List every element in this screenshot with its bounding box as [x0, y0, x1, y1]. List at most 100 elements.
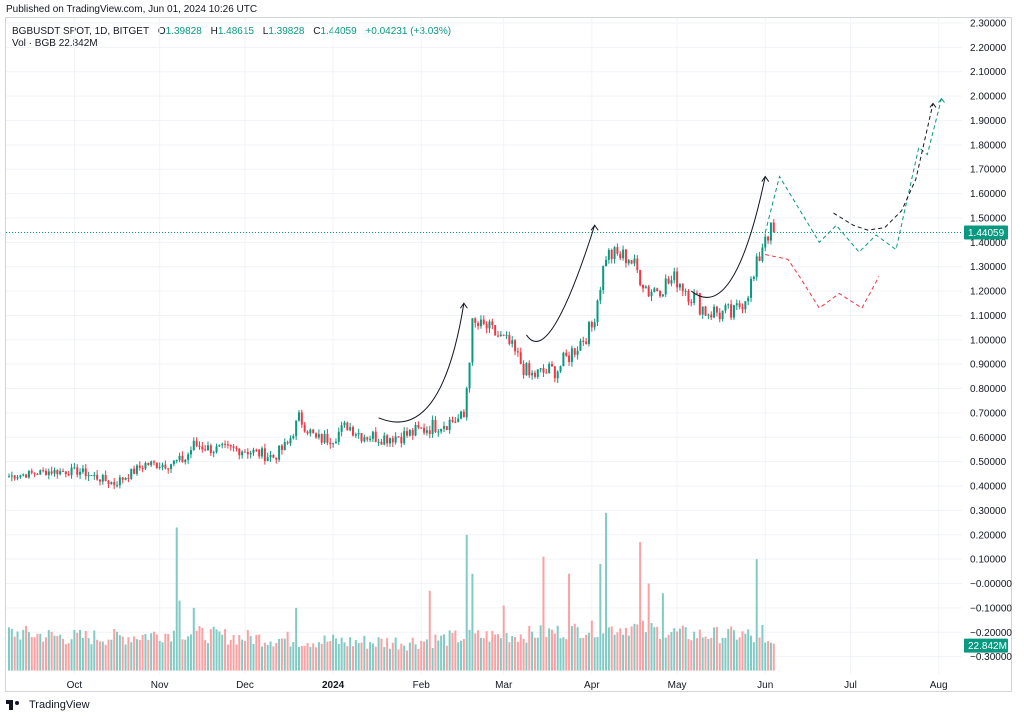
volume-value: 22.842M [58, 38, 98, 49]
candle-body [494, 325, 497, 336]
candle-body [295, 420, 298, 437]
volume-bar [533, 637, 536, 671]
candle-body [553, 366, 556, 379]
candle-body [96, 474, 99, 480]
volume-bar [451, 633, 454, 671]
volume-bar [681, 625, 684, 671]
projection-path [764, 98, 942, 253]
volume-bar [579, 638, 582, 671]
volume-bar [568, 573, 571, 671]
volume-bar [514, 636, 517, 671]
volume-bar [639, 542, 642, 671]
candle-body [258, 449, 261, 457]
volume-bar [417, 649, 420, 671]
volume-bar [454, 630, 457, 671]
price-tick-label: 0.10000 [970, 555, 1007, 566]
volume-bar [710, 637, 713, 671]
volume-bar [374, 646, 377, 671]
volume-bar [386, 638, 389, 671]
candle-body [610, 249, 613, 260]
price-tick-label: 0.70000 [970, 408, 1007, 419]
candle-body [676, 271, 679, 288]
candle-body [62, 470, 65, 472]
last-price-badge [964, 225, 1008, 240]
candle-body [423, 427, 426, 433]
candle-body [659, 291, 662, 297]
volume-bar [496, 634, 499, 671]
volume-bar [269, 641, 272, 671]
candle-body [243, 451, 246, 453]
candle-body [715, 306, 718, 313]
candle-body [752, 276, 755, 279]
volume-bar [158, 640, 161, 671]
volume-bar [573, 623, 576, 671]
volume-bar [263, 642, 266, 671]
volume-bar [366, 648, 369, 671]
volume-bar [485, 631, 488, 671]
volume-bar [585, 634, 588, 671]
candle-body [374, 431, 377, 442]
volume-bar [272, 646, 275, 671]
candle-body [593, 322, 596, 328]
candle-body [152, 461, 155, 463]
candle-body [144, 463, 147, 469]
volume-bar [113, 628, 116, 671]
price-tick-label: −0.10000 [970, 603, 1012, 614]
volume-bar [44, 637, 47, 671]
volume-bar [531, 631, 534, 671]
volume-bar [147, 639, 150, 671]
volume-bar [445, 645, 448, 671]
volume-bar [96, 639, 99, 671]
volume-bar [184, 639, 187, 671]
volume-bar [289, 646, 292, 671]
candle-body [363, 437, 366, 442]
candle-body [380, 441, 383, 445]
candle-body [559, 366, 562, 372]
volume-bar [656, 626, 659, 671]
volume-bar [403, 645, 406, 671]
volume-bar [261, 646, 264, 671]
candle-body [50, 471, 53, 474]
volume-bar [369, 642, 372, 671]
volume-bar [767, 641, 770, 671]
candle-body [491, 321, 494, 326]
projection-arrowhead [929, 102, 937, 108]
projection-path [833, 103, 934, 231]
volume-bar [377, 637, 380, 671]
candle-body [599, 290, 602, 301]
price-tick-label: 2.10000 [970, 67, 1007, 78]
volume-bar [189, 634, 192, 671]
volume-bar [670, 632, 673, 671]
price-tick-label: 2.20000 [970, 43, 1007, 54]
candle-body [656, 288, 659, 292]
price-tick-label: 0.20000 [970, 530, 1007, 541]
candle-body [718, 312, 721, 320]
candle-body [457, 418, 460, 423]
volume-bar [33, 637, 36, 671]
volume-bar [744, 633, 747, 671]
candle-body [678, 284, 681, 288]
volume-label[interactable]: Vol · BGB [12, 38, 56, 49]
price-tick-label: 1.50000 [970, 213, 1007, 224]
symbol-label[interactable]: BGBUSDT SPOT, 1D, BITGET [12, 26, 150, 37]
volume-bar [565, 639, 568, 671]
candle-body [411, 430, 414, 436]
candle-body [744, 301, 747, 310]
candle-body [8, 476, 10, 478]
candle-body [630, 260, 633, 264]
volume-bar [207, 643, 210, 671]
volume-bar [605, 512, 608, 671]
candle-body [587, 322, 590, 344]
candle-body [636, 258, 639, 271]
volume-bar [408, 642, 411, 671]
volume-bar [317, 642, 320, 671]
candle-body [175, 460, 178, 462]
volume-bar [323, 635, 326, 671]
volume-bar [647, 583, 650, 671]
chart-panel[interactable] [5, 17, 1012, 692]
candle-body [661, 294, 664, 297]
volume-bar [36, 633, 39, 671]
candle-body [761, 247, 764, 261]
candle-body [684, 290, 687, 292]
